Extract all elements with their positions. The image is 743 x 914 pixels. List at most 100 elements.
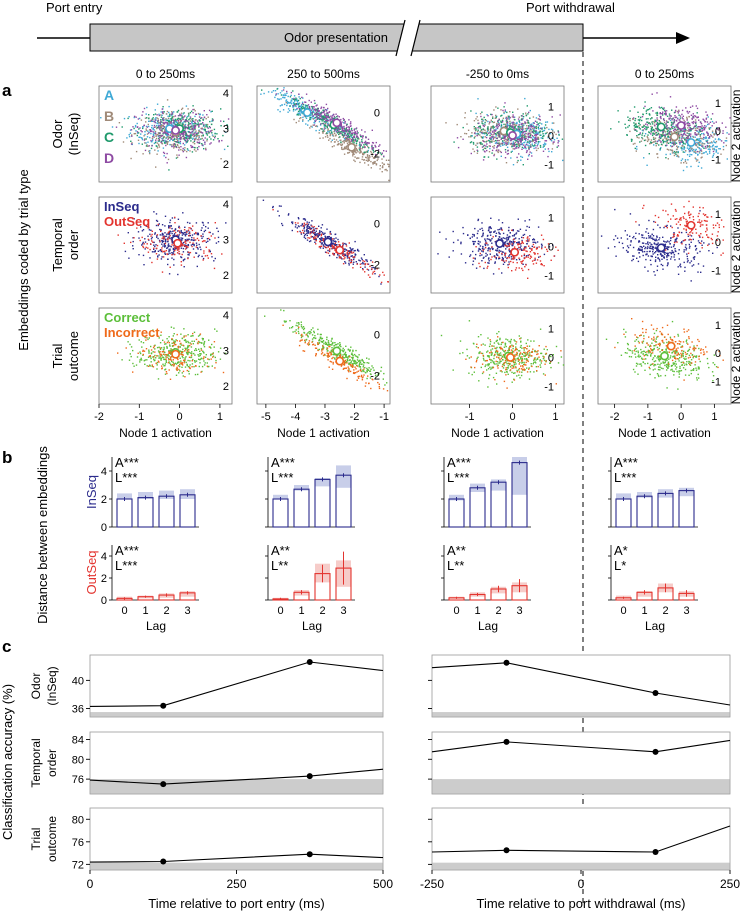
scatter-point bbox=[129, 129, 132, 131]
scatter-point bbox=[498, 139, 501, 142]
scatter-point bbox=[362, 135, 364, 137]
scatter-point bbox=[690, 129, 692, 131]
scatter-point bbox=[151, 130, 153, 132]
scatter-point bbox=[480, 129, 483, 131]
scatter-point bbox=[361, 137, 364, 139]
scatter-point bbox=[174, 249, 176, 252]
scatter-point bbox=[489, 147, 491, 150]
scatter-point bbox=[505, 151, 507, 153]
scatter-point bbox=[706, 144, 708, 147]
scatter-point bbox=[323, 128, 325, 130]
scatter-point bbox=[535, 125, 537, 128]
scatter-point bbox=[503, 141, 505, 144]
scatter-point bbox=[144, 117, 147, 119]
scatter-point bbox=[374, 156, 376, 158]
scatter-point bbox=[214, 222, 216, 224]
scatter-point bbox=[184, 123, 187, 126]
scatter-point bbox=[507, 140, 509, 142]
scatter-point bbox=[164, 242, 167, 245]
scatter-point bbox=[355, 151, 357, 153]
scatter-point bbox=[187, 140, 189, 142]
scatter-point bbox=[538, 118, 541, 120]
scatter-point bbox=[487, 129, 489, 131]
scatter-point bbox=[153, 251, 155, 253]
scatter-point bbox=[488, 123, 490, 125]
scatter-point bbox=[366, 259, 368, 261]
scatter-point bbox=[518, 129, 521, 131]
scatter-point bbox=[360, 150, 362, 153]
scatter-point bbox=[644, 105, 646, 108]
scatter-point bbox=[520, 143, 522, 145]
scatter-point bbox=[163, 130, 166, 132]
scatter-point bbox=[367, 164, 370, 166]
scatter-point bbox=[177, 218, 180, 220]
scatter-point bbox=[211, 132, 213, 134]
scatter-point bbox=[350, 255, 352, 257]
scatter-point bbox=[297, 112, 299, 114]
scatter-point bbox=[185, 232, 187, 234]
scatter-point bbox=[140, 119, 143, 121]
scatter-point bbox=[683, 142, 685, 145]
scatter-point bbox=[529, 132, 531, 134]
scatter-point bbox=[526, 105, 528, 107]
scatter-point bbox=[320, 106, 323, 108]
scatter-point bbox=[267, 91, 270, 93]
scatter-point bbox=[553, 139, 556, 141]
scatter-point bbox=[342, 117, 344, 120]
scatter-point bbox=[190, 140, 192, 142]
scatter-point bbox=[526, 150, 528, 152]
scatter-point bbox=[182, 133, 184, 135]
scatter-point bbox=[483, 144, 486, 147]
scatter-point bbox=[168, 227, 170, 229]
scatter-point bbox=[306, 234, 308, 237]
scatter-point bbox=[301, 107, 303, 109]
scatter-point bbox=[651, 123, 654, 125]
scatter-point bbox=[653, 133, 655, 135]
scatter-point bbox=[671, 109, 673, 111]
scatter-point bbox=[668, 132, 670, 134]
scatter-point bbox=[204, 128, 206, 131]
scatter-point bbox=[650, 139, 653, 141]
scatter-point bbox=[363, 254, 365, 256]
scatter-point bbox=[633, 122, 635, 124]
scatter-point bbox=[521, 138, 523, 141]
scatter-point bbox=[206, 254, 209, 257]
scatter-point bbox=[344, 250, 346, 252]
scatter-point bbox=[522, 123, 524, 125]
scatter-point bbox=[148, 131, 150, 133]
scatter-point bbox=[195, 150, 197, 152]
scatter-point bbox=[322, 244, 325, 246]
scatter-point bbox=[202, 122, 204, 124]
scatter-point bbox=[385, 168, 387, 171]
scatter-point bbox=[189, 222, 191, 224]
scatter-point bbox=[544, 148, 546, 150]
centroid-D bbox=[171, 126, 180, 135]
scatter-point bbox=[167, 141, 169, 143]
scatter-point bbox=[155, 126, 157, 128]
scatter-point bbox=[333, 240, 335, 242]
scatter-point bbox=[189, 234, 191, 237]
scatter-point bbox=[206, 123, 209, 126]
scatter-point bbox=[372, 149, 375, 151]
scatter-point bbox=[154, 232, 156, 234]
scatter-point bbox=[324, 114, 327, 117]
scatter-point bbox=[685, 140, 688, 142]
scatter-point bbox=[646, 128, 648, 130]
scatter-point bbox=[535, 127, 537, 130]
scatter-point bbox=[311, 116, 313, 119]
scatter-point bbox=[191, 138, 194, 140]
scatter-point bbox=[348, 251, 350, 254]
scatter-point bbox=[167, 232, 169, 234]
scatter-point bbox=[706, 131, 708, 133]
scatter-point bbox=[701, 127, 703, 130]
scatter-point bbox=[341, 144, 343, 147]
scatter-point bbox=[551, 130, 554, 132]
scatter-point bbox=[341, 148, 343, 150]
scatter-point bbox=[316, 113, 319, 116]
scatter-point bbox=[146, 133, 149, 135]
scatter-point bbox=[521, 146, 524, 149]
scatter-point bbox=[632, 118, 634, 120]
scatter-point bbox=[677, 134, 680, 136]
scatter-point bbox=[190, 144, 192, 147]
scatter-point bbox=[507, 116, 510, 119]
